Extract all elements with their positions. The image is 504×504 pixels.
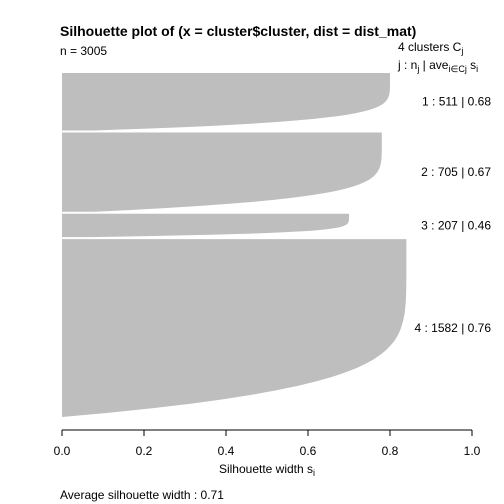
silhouette-bar-cluster-1 [62, 73, 390, 131]
x-tick-label: 1.0 [464, 444, 481, 458]
chart-title: Silhouette plot of (x = cluster$cluster,… [60, 23, 416, 39]
cluster-labels: 1 : 511 | 0.68 2 : 705 | 0.67 3 : 207 | 0.… [414, 95, 491, 335]
silhouette-bar-cluster-3 [62, 213, 349, 238]
legend-header-j-sub: j [416, 64, 419, 74]
x-tick-label: 0.6 [300, 444, 317, 458]
legend-header-ave-sub: i∈Cj [448, 64, 466, 74]
clusters-header-subscript: j [460, 46, 463, 56]
legend-header-s: s [467, 58, 476, 72]
cluster-label-4: 4 : 1582 | 0.76 [414, 321, 491, 335]
average-silhouette-label: Average silhouette width : 0.71 [60, 488, 224, 502]
x-tick-label: 0.2 [136, 444, 153, 458]
x-tick-label: 0.4 [218, 444, 235, 458]
legend-header-j: j : n [397, 58, 417, 72]
x-tick-label: 0.8 [382, 444, 399, 458]
clusters-header: 4 clusters Cj [398, 40, 463, 56]
silhouette-bars [62, 73, 407, 417]
legend-header-s-sub: i [476, 64, 478, 74]
x-axis-label-text: Silhouette width s [219, 462, 313, 476]
n-label: n = 3005 [60, 44, 107, 58]
cluster-label-1: 1 : 511 | 0.68 [422, 95, 491, 109]
x-axis-label-subscript: i [313, 468, 315, 478]
x-tick-label: 0.0 [54, 444, 71, 458]
cluster-label-3: 3 : 207 | 0.46 [421, 218, 491, 232]
cluster-label-2: 2 : 705 | 0.67 [421, 165, 491, 179]
legend-header: j : nj | avei∈Cj si [397, 58, 478, 74]
x-axis-label: Silhouette width si [219, 462, 315, 478]
clusters-header-text: 4 clusters C [398, 40, 462, 54]
legend-header-ave: | ave [419, 58, 448, 72]
x-axis-ticks: 0.0 0.2 0.4 0.6 0.8 1.0 [54, 430, 481, 458]
silhouette-bar-cluster-4 [62, 239, 407, 417]
silhouette-bar-cluster-2 [62, 132, 382, 212]
